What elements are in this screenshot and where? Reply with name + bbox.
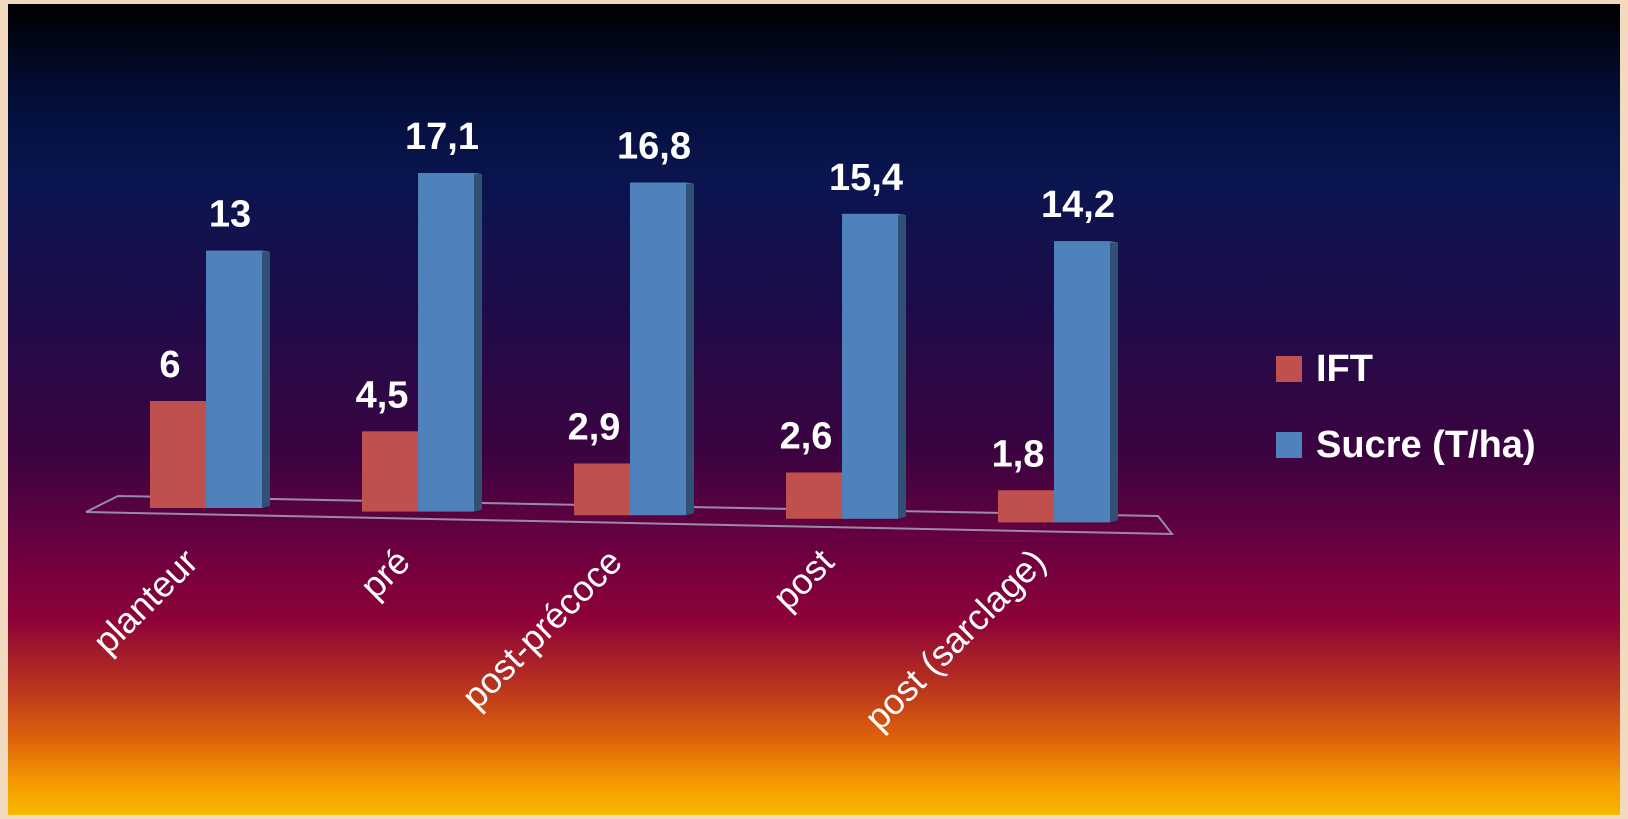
category-label-1: pré bbox=[352, 541, 418, 607]
legend-swatch-sucre bbox=[1276, 432, 1302, 458]
bar-ift-4 bbox=[998, 490, 1062, 523]
bar-ift-3 bbox=[786, 472, 850, 519]
value-label-sucre-3: 15,4 bbox=[829, 157, 903, 199]
legend-item-sucre: Sucre (T/ha) bbox=[1276, 420, 1606, 470]
chart-floor bbox=[85, 494, 1175, 536]
category-label-4: post (sarclage) bbox=[856, 541, 1053, 738]
category-label-2: post-précoce bbox=[454, 541, 630, 717]
value-label-sucre-2: 16,8 bbox=[617, 126, 691, 168]
legend-item-ift: IFT bbox=[1276, 344, 1606, 394]
legend-label-sucre: Sucre (T/ha) bbox=[1316, 423, 1536, 466]
category-label-3: post bbox=[765, 541, 842, 618]
value-label-ift-1: 4,5 bbox=[356, 374, 409, 416]
value-label-ift-2: 2,9 bbox=[568, 407, 621, 449]
category-label-0: planteur bbox=[85, 541, 206, 662]
chart-panel: 6 13 planteur 4,5 17,1 pré 2,9 16,8 post-précoce… bbox=[8, 4, 1620, 815]
value-label-sucre-0: 13 bbox=[209, 194, 251, 236]
bar-chart: 6 13 planteur 4,5 17,1 pré 2,9 16,8 post-précoce… bbox=[85, 116, 1175, 738]
bar-ift-1 bbox=[362, 431, 426, 512]
bar-ift-0 bbox=[150, 401, 214, 508]
value-label-ift-0: 6 bbox=[159, 344, 180, 386]
bar-sucre-1 bbox=[418, 173, 482, 512]
value-label-ift-4: 1,8 bbox=[992, 433, 1045, 475]
bar-sucre-4 bbox=[1054, 241, 1118, 523]
value-label-sucre-1: 17,1 bbox=[405, 116, 479, 158]
value-label-sucre-4: 14,2 bbox=[1041, 184, 1115, 226]
bar-sucre-2 bbox=[630, 182, 694, 516]
legend-swatch-ift bbox=[1276, 356, 1302, 382]
bar-sucre-0 bbox=[206, 250, 270, 508]
legend: IFT Sucre (T/ha) bbox=[1276, 344, 1606, 496]
bar-sucre-3 bbox=[842, 213, 906, 519]
bar-ift-2 bbox=[574, 463, 638, 516]
legend-label-ift: IFT bbox=[1316, 347, 1373, 390]
value-label-ift-3: 2,6 bbox=[780, 415, 833, 457]
